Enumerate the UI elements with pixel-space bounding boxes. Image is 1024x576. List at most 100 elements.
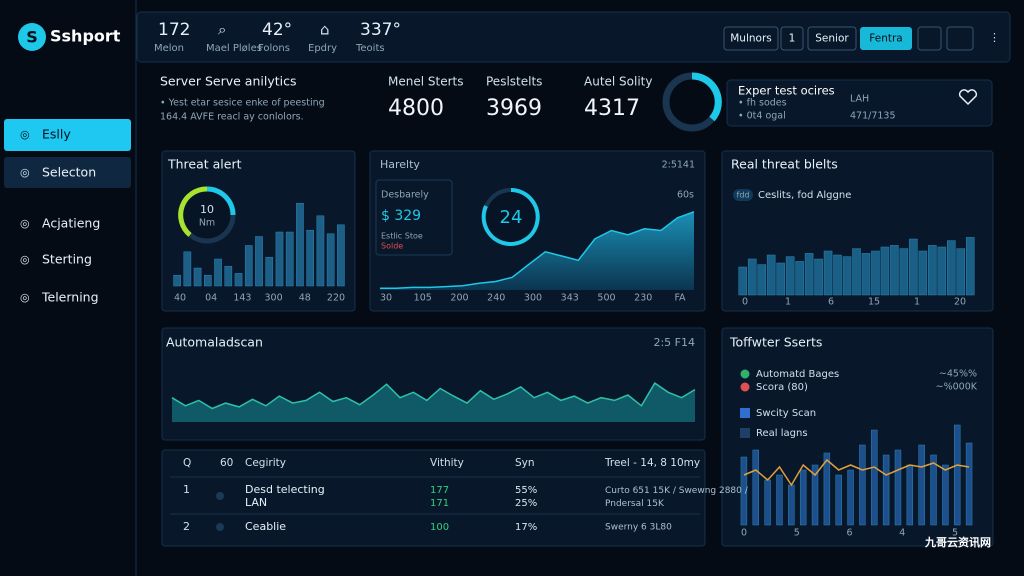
- stat-label: Mael Pløles: [206, 43, 262, 54]
- legend-value: ~45%%: [939, 369, 977, 380]
- bar: [799, 469, 807, 526]
- tag-text: Ceslits, fod Alggne: [758, 190, 851, 201]
- bar: [234, 273, 243, 287]
- nav-item[interactable]: Sterting: [42, 252, 92, 267]
- bar: [899, 248, 909, 296]
- bar: [930, 454, 937, 526]
- bar: [306, 229, 315, 287]
- bar: [928, 245, 937, 296]
- button[interactable]: [780, 26, 804, 51]
- bar: [833, 254, 842, 296]
- amount: $ 329: [381, 208, 421, 224]
- button-label[interactable]: Fentra: [869, 33, 902, 45]
- line: [743, 458, 970, 487]
- menu-icon[interactable]: ⋮: [989, 31, 1000, 44]
- nav-item[interactable]: Telerning: [41, 290, 99, 305]
- legend-item: Automatd Bages: [756, 369, 839, 380]
- button[interactable]: [723, 26, 779, 51]
- gauge-unit: Nm: [199, 218, 215, 229]
- bar: [823, 452, 831, 526]
- legend-item: Real lagns: [756, 428, 808, 439]
- x-tick-label: 5: [794, 528, 800, 539]
- nav-active[interactable]: [4, 119, 131, 151]
- bar: [764, 479, 771, 526]
- legend-item: Swcity Scan: [756, 408, 816, 419]
- legend-item: Solde: [381, 242, 403, 251]
- panel-time: 2:5141: [662, 160, 695, 171]
- bar: [811, 464, 819, 526]
- stat-label: Epdry: [308, 43, 337, 54]
- x-tick-label: 04: [205, 293, 217, 304]
- bar: [847, 469, 854, 526]
- legend-swatch: [740, 408, 750, 418]
- bar: [804, 253, 814, 296]
- button[interactable]: [807, 26, 857, 51]
- legend-value: ~%000K: [936, 382, 978, 393]
- stat-label: Teoits: [355, 43, 385, 54]
- tag: [733, 189, 753, 201]
- bar: [918, 444, 925, 526]
- row-icon: [216, 523, 224, 531]
- nav-icon: ◎: [20, 217, 30, 230]
- bar: [947, 240, 956, 296]
- stat-icon: ⌂: [320, 21, 330, 39]
- bar: [956, 248, 966, 296]
- button-label[interactable]: Senior: [815, 33, 849, 45]
- bar: [173, 274, 181, 287]
- panel-title: Real threat blelts: [731, 157, 838, 172]
- x-tick-label: 300: [524, 293, 542, 304]
- x-tick-label: 5: [952, 528, 958, 539]
- table-header: Q: [183, 457, 191, 469]
- bar: [785, 256, 795, 296]
- button-label[interactable]: 1: [789, 33, 796, 45]
- button-primary[interactable]: [860, 27, 912, 50]
- panel-title: Automaladscan: [166, 335, 263, 350]
- table-cell: 17%: [515, 522, 537, 533]
- table-cell: 55% 25%: [515, 485, 537, 509]
- logo-letter: S: [26, 28, 38, 47]
- bar: [757, 264, 766, 296]
- bar: [859, 444, 866, 526]
- bar: [766, 254, 776, 296]
- info-card: [726, 79, 993, 127]
- bar: [265, 256, 274, 287]
- bar: [795, 261, 804, 296]
- heart-icon[interactable]: [958, 89, 978, 106]
- bar: [740, 456, 748, 526]
- icon-button[interactable]: [917, 26, 942, 51]
- row-icon: [216, 492, 224, 500]
- metric-label: Peslstelts: [486, 75, 542, 89]
- x-tick-label: 6: [828, 297, 834, 308]
- x-tick-label: 4: [899, 528, 905, 539]
- metric-value: 3969: [486, 96, 542, 121]
- stat-value: 172: [158, 20, 190, 40]
- nav-item[interactable]: Eslly: [42, 127, 71, 142]
- text-line: • Yest etar sesice enke of peesting: [160, 98, 325, 109]
- bar: [965, 237, 975, 296]
- bar: [842, 256, 852, 296]
- stat-label: Melon: [154, 43, 184, 54]
- tag-label: fdd: [737, 191, 750, 200]
- line: [380, 211, 695, 290]
- table-header: Vithity: [430, 457, 464, 469]
- table-header: Treel - 14, 8 10my: [604, 457, 700, 469]
- card-side: 471/7135: [850, 111, 896, 122]
- bar: [890, 245, 899, 296]
- area: [380, 211, 694, 290]
- icon-button[interactable]: [946, 26, 974, 51]
- nav-selected[interactable]: [4, 157, 131, 188]
- table-cell: Desd telecting LAN: [245, 483, 325, 509]
- panel-time: 2:5 F14: [653, 336, 695, 349]
- nav-item[interactable]: Selecton: [42, 165, 96, 180]
- table-header: Syn: [515, 457, 535, 469]
- stat-icon: ⌕: [218, 21, 226, 39]
- ring-arc: [481, 188, 540, 246]
- bar: [183, 251, 192, 287]
- donut-arc: [691, 72, 722, 122]
- card-line: • fh sodes: [738, 98, 787, 109]
- button-label[interactable]: Mulnors: [730, 33, 772, 45]
- legend-swatch: [740, 382, 750, 392]
- nav-item[interactable]: Acjatieng: [42, 216, 100, 231]
- legend-swatch: [740, 369, 750, 379]
- stat-value: 337°: [360, 20, 401, 40]
